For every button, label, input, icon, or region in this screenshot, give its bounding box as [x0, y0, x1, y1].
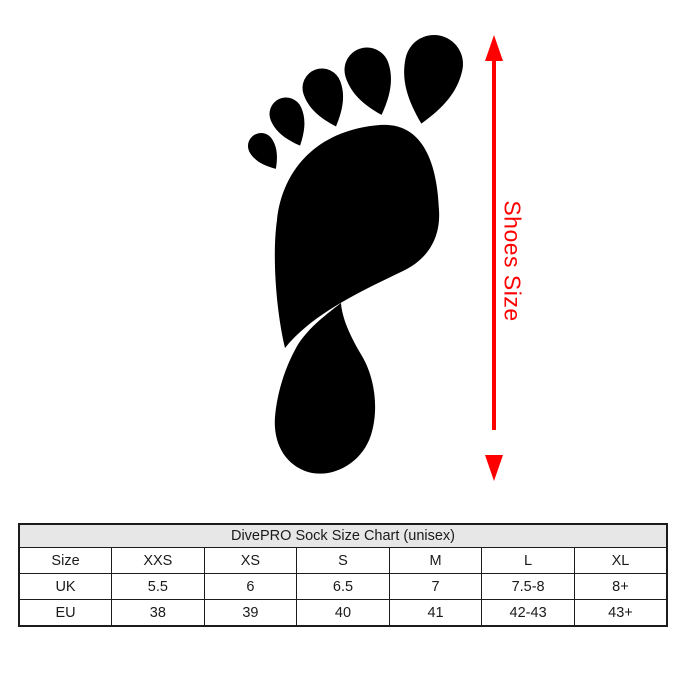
table-header-row: Size XXS XS S M L XL: [18, 547, 668, 574]
footprint-icon: [243, 29, 469, 474]
foot-sole: [274, 124, 440, 348]
col-header-xxs: XXS: [111, 547, 205, 574]
col-header-l: L: [481, 547, 575, 574]
eu-xs: 39: [203, 599, 298, 627]
table-row-eu: EU 38 39 40 41 42-43 43+: [18, 599, 668, 627]
second-toe: [338, 41, 403, 122]
big-toe: [392, 29, 469, 130]
uk-xs: 6: [203, 573, 298, 600]
eu-s: 40: [296, 599, 390, 627]
uk-l: 7.5-8: [481, 573, 575, 600]
row-label-uk: UK: [18, 573, 113, 600]
col-header-m: M: [388, 547, 483, 574]
sock-size-table: DivePRO Sock Size Chart (unisex) Size XX…: [18, 523, 668, 627]
foot-heel: [274, 303, 376, 474]
shoes-size-arrow-icon: [485, 35, 503, 481]
uk-xxs: 5.5: [111, 573, 205, 600]
eu-xxs: 38: [111, 599, 205, 627]
col-header-size: Size: [18, 547, 113, 574]
col-header-xl: XL: [573, 547, 668, 574]
pinky-toe: [243, 128, 287, 176]
table-title: DivePRO Sock Size Chart (unisex): [18, 523, 668, 548]
uk-m: 7: [388, 573, 483, 600]
eu-m: 41: [388, 599, 483, 627]
col-header-s: S: [296, 547, 390, 574]
eu-xl: 43+: [573, 599, 668, 627]
table-title-row: DivePRO Sock Size Chart (unisex): [18, 523, 668, 548]
uk-s: 6.5: [296, 573, 390, 600]
shoes-size-label: Shoes Size: [499, 200, 526, 322]
row-label-eu: EU: [18, 599, 113, 627]
col-header-xs: XS: [203, 547, 298, 574]
table-row-uk: UK 5.5 6 6.5 7 7.5-8 8+: [18, 573, 668, 600]
uk-xl: 8+: [573, 573, 668, 600]
eu-l: 42-43: [481, 599, 575, 627]
